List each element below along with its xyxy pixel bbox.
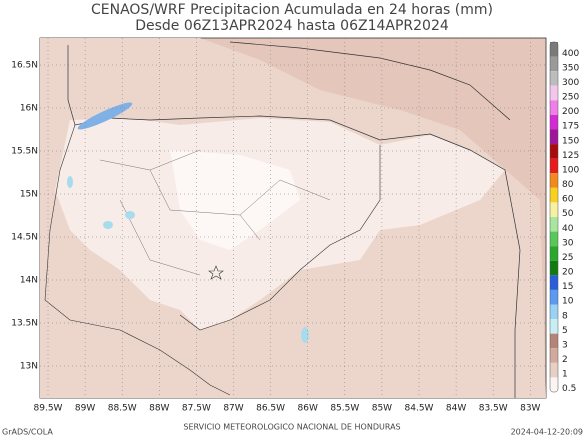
footer-right: 2024-04-12-20:09 xyxy=(511,428,583,437)
colorbar-label: 175 xyxy=(562,122,579,132)
colorbar-label: 5 xyxy=(562,326,568,336)
colorbar-swatch xyxy=(550,158,558,174)
lat-label: 14N xyxy=(20,276,38,286)
colorbar-swatch xyxy=(550,304,558,320)
lat-label: 16N xyxy=(20,104,38,114)
subtitle: Desde 06Z13APR2024 hasta 06Z14APR2024 xyxy=(135,18,449,34)
colorbar-label: 100 xyxy=(562,165,579,175)
rain-blob xyxy=(77,102,133,130)
border-south xyxy=(179,145,381,331)
lon-label: 85W xyxy=(372,404,392,414)
lon-label: 83W xyxy=(520,404,540,414)
lon-label: 88W xyxy=(149,404,169,414)
colorbar-label: 10 xyxy=(562,297,574,307)
lon-label: 89W xyxy=(75,404,95,414)
lon-label: 86.5W xyxy=(256,404,285,414)
colorbar-label: 80 xyxy=(562,180,574,190)
colorbar-swatch xyxy=(550,348,558,363)
departments xyxy=(99,149,331,276)
colorbar-frame xyxy=(549,41,559,393)
colorbar-label: 20 xyxy=(562,268,574,278)
colorbar-swatch xyxy=(550,129,558,145)
colorbar-label: 50 xyxy=(562,209,574,219)
lat-label: 15.5N xyxy=(11,147,38,157)
colorbar-swatch xyxy=(550,377,558,392)
lat-label: 13N xyxy=(20,362,38,372)
colorbar-swatch xyxy=(550,333,558,349)
colorbar-swatch xyxy=(550,42,558,57)
colorbar-label: 30 xyxy=(562,238,574,248)
colorbar-swatch xyxy=(550,85,558,101)
lon-label: 87W xyxy=(223,404,243,414)
lon-label: 83.5W xyxy=(479,404,508,414)
colorbar-label: 0.5 xyxy=(562,384,576,394)
colorbar-swatch xyxy=(550,319,558,334)
colorbar-label: 350 xyxy=(562,63,579,73)
colorbar-swatch xyxy=(550,71,558,86)
colorbar-label: 1 xyxy=(562,370,568,380)
rain-blob xyxy=(301,327,309,343)
footer-center: SERVICIO METEOROLOGICO NACIONAL DE HONDU… xyxy=(183,423,400,432)
colorbar-label: 60 xyxy=(562,195,574,205)
lat-label: 15N xyxy=(20,190,38,200)
colorbar-swatch xyxy=(550,114,558,130)
colorbar-label: 3 xyxy=(562,340,568,350)
colorbar-label: 250 xyxy=(562,93,579,103)
lon-label: 84W xyxy=(446,404,466,414)
capital-marker xyxy=(208,265,224,280)
colorbar-swatch xyxy=(550,217,558,232)
coastline xyxy=(229,41,511,121)
colorbar-label: 25 xyxy=(562,253,573,263)
colorbar-label: 200 xyxy=(562,107,579,117)
rain-blob xyxy=(103,221,113,229)
colorbar-swatch xyxy=(550,56,558,72)
honduras-interior xyxy=(55,118,505,330)
lat-label: 13.5N xyxy=(11,319,38,329)
colorbar-label: 40 xyxy=(562,224,574,234)
border-west xyxy=(44,124,231,396)
colorbar: 4003503002502001751501251008060504030252… xyxy=(549,41,579,394)
colorbar-swatch xyxy=(550,202,558,217)
dry-area xyxy=(170,150,300,250)
colorbar-label: 125 xyxy=(562,151,579,161)
colorbar-label: 8 xyxy=(562,311,568,321)
colorbar-label: 15 xyxy=(562,282,573,292)
colorbar-swatch xyxy=(550,246,558,261)
colorbar-swatch xyxy=(550,187,558,203)
colorbar-swatch xyxy=(550,144,558,159)
colorbar-swatch xyxy=(550,275,558,290)
lon-label: 84.5W xyxy=(405,404,434,414)
colorbar-swatch xyxy=(550,100,558,115)
lon-label: 88.5W xyxy=(108,404,137,414)
lon-label: 85.5W xyxy=(330,404,359,414)
lat-label: 14.5N xyxy=(11,233,38,243)
colorbar-label: 150 xyxy=(562,136,579,146)
colorbar-swatch xyxy=(550,362,558,378)
colorbar-swatch xyxy=(550,173,558,188)
map-area xyxy=(39,37,547,399)
title: CENAOS/WRF Precipitacion Acumulada en 24… xyxy=(91,2,493,18)
lon-label: 86W xyxy=(298,404,318,414)
colorbar-label: 400 xyxy=(562,49,579,59)
rain-blob xyxy=(67,176,73,188)
colorbar-swatch xyxy=(550,260,558,276)
lat-label: 16.5N xyxy=(11,61,38,71)
grid: 89.5W 89W 88.5W 88W 87.5W 87W 86.5W 86W 85.5W 85W… xyxy=(11,38,546,414)
footer-left: GrADS/COLA xyxy=(2,428,53,437)
colorbar-swatch xyxy=(550,231,558,247)
rain-blob xyxy=(125,211,135,219)
colorbar-label: 300 xyxy=(562,78,579,88)
lon-label: 89.5W xyxy=(34,404,63,414)
colorbar-label: 2 xyxy=(562,355,568,365)
lon-label: 87.5W xyxy=(182,404,211,414)
colorbar-swatch xyxy=(550,289,558,305)
